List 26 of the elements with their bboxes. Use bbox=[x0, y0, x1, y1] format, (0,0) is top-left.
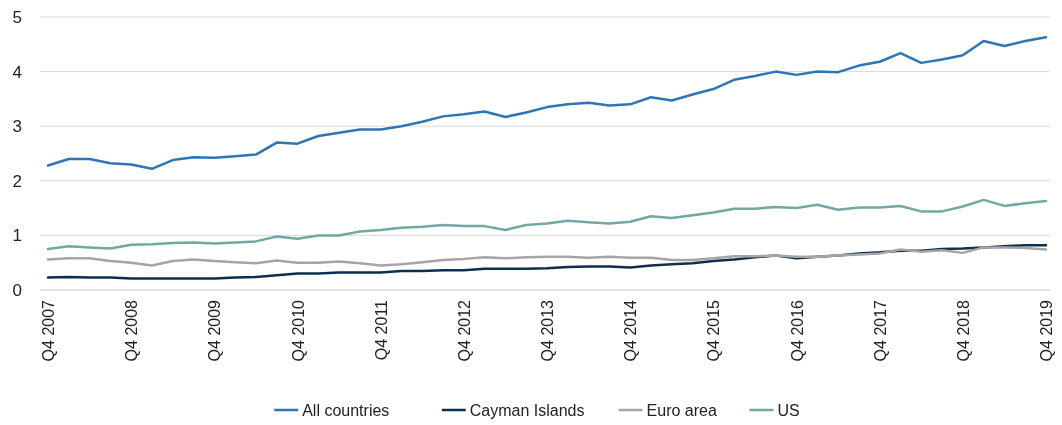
y-tick-label: 3 bbox=[12, 117, 22, 137]
y-tick-label: 2 bbox=[12, 171, 22, 191]
x-tick-label: Q4 2012 bbox=[455, 299, 473, 362]
legend-label: Euro area bbox=[646, 401, 717, 419]
x-tick-label: Q4 2010 bbox=[289, 299, 307, 362]
y-tick-label: 0 bbox=[12, 280, 22, 300]
line-series bbox=[46, 35, 1048, 171]
x-tick-label: Q4 2008 bbox=[123, 299, 141, 362]
y-tick-label: 4 bbox=[12, 62, 22, 82]
x-tick-label: Q4 2011 bbox=[372, 299, 390, 361]
legend-label: US bbox=[777, 401, 800, 419]
x-tick-label: Q4 2007 bbox=[40, 299, 57, 362]
line-series bbox=[46, 246, 1048, 267]
legend-label: All countries bbox=[302, 401, 390, 419]
x-tick-label: Q4 2013 bbox=[539, 299, 556, 362]
x-tick-label: Q4 2019 bbox=[1038, 299, 1055, 362]
x-tick-label: Q4 2009 bbox=[206, 299, 224, 362]
x-tick-label: Q4 2016 bbox=[788, 299, 806, 362]
legend-label: Cayman Islands bbox=[469, 401, 585, 419]
x-tick-label: Q4 2017 bbox=[871, 299, 889, 362]
y-tick-label: 1 bbox=[12, 226, 22, 246]
x-tick-label: Q4 2014 bbox=[622, 299, 640, 362]
x-tick-label: Q4 2015 bbox=[705, 299, 723, 362]
x-tick-label: Q4 2018 bbox=[954, 299, 972, 362]
line-series bbox=[46, 198, 1048, 251]
y-tick-label: 5 bbox=[12, 7, 22, 27]
